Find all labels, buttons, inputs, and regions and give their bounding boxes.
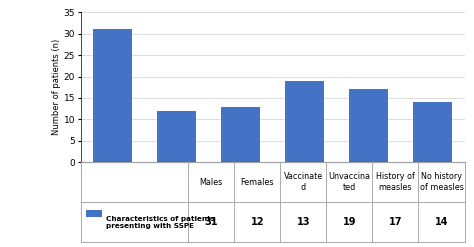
FancyBboxPatch shape [86, 210, 101, 217]
Bar [285, 81, 324, 162]
Bar [349, 89, 388, 162]
Text: Vaccinate
d: Vaccinate d [283, 172, 323, 192]
Text: 19: 19 [343, 217, 356, 227]
Y-axis label: Number of patients (n): Number of patients (n) [52, 39, 61, 135]
Bar [93, 29, 132, 162]
Bar [157, 111, 196, 162]
Text: Unvaccina
ted: Unvaccina ted [328, 172, 370, 192]
Text: 31: 31 [204, 217, 218, 227]
Text: No history
of measles: No history of measles [419, 172, 464, 192]
Text: 13: 13 [297, 217, 310, 227]
Text: 12: 12 [250, 217, 264, 227]
Text: History of
measles: History of measles [376, 172, 415, 192]
Text: Males: Males [200, 178, 223, 187]
Bar [221, 106, 260, 162]
Text: 14: 14 [435, 217, 448, 227]
Text: Females: Females [240, 178, 274, 187]
Text: Characteristics of patients
presenting with SSPE: Characteristics of patients presenting w… [106, 216, 215, 228]
Text: 17: 17 [389, 217, 402, 227]
Bar [413, 102, 452, 162]
